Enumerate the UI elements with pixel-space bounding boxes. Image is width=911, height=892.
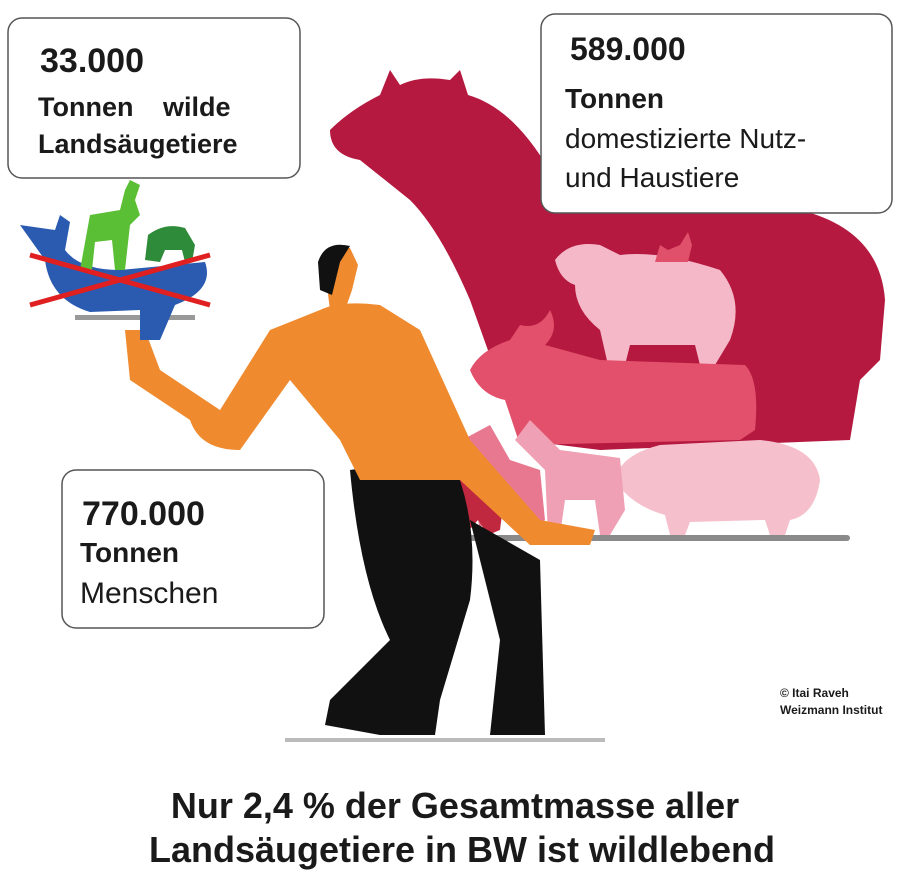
credit: © Itai Raveh (780, 686, 849, 700)
box-line: Menschen (80, 577, 218, 610)
man-hair (318, 244, 350, 295)
tray (450, 535, 850, 541)
bull (470, 310, 757, 445)
box-number: 33.000 (40, 42, 144, 80)
goat (515, 420, 625, 535)
caption: Nur 2,4 % der Gesamtmasse aller (171, 785, 739, 826)
box-line: Tonnen wilde (38, 92, 231, 122)
text-box (540, 13, 893, 214)
deer (80, 180, 140, 270)
pig (615, 440, 820, 535)
box-line: und Haustiere (565, 162, 739, 193)
box-line: Tonnen (565, 83, 664, 114)
caption: Landsäugetiere in BW ist wildlebend (149, 829, 775, 870)
man-torso (125, 303, 595, 545)
box-line: Tonnen (80, 537, 179, 568)
sheep (555, 244, 736, 365)
elephant (145, 226, 195, 262)
box-number: 589.000 (570, 31, 686, 67)
box-line: Landsäugetiere (38, 129, 238, 159)
cat (655, 232, 692, 262)
text-box (61, 469, 325, 629)
cross-out (29, 252, 211, 308)
box-line: domestizierte Nutz- (565, 123, 806, 154)
floor (285, 738, 605, 742)
tray-left (75, 315, 195, 320)
man-legs (325, 455, 545, 735)
text-box (7, 17, 301, 179)
credit: Weizmann Institut (780, 703, 882, 717)
box-number: 770.000 (82, 495, 205, 533)
